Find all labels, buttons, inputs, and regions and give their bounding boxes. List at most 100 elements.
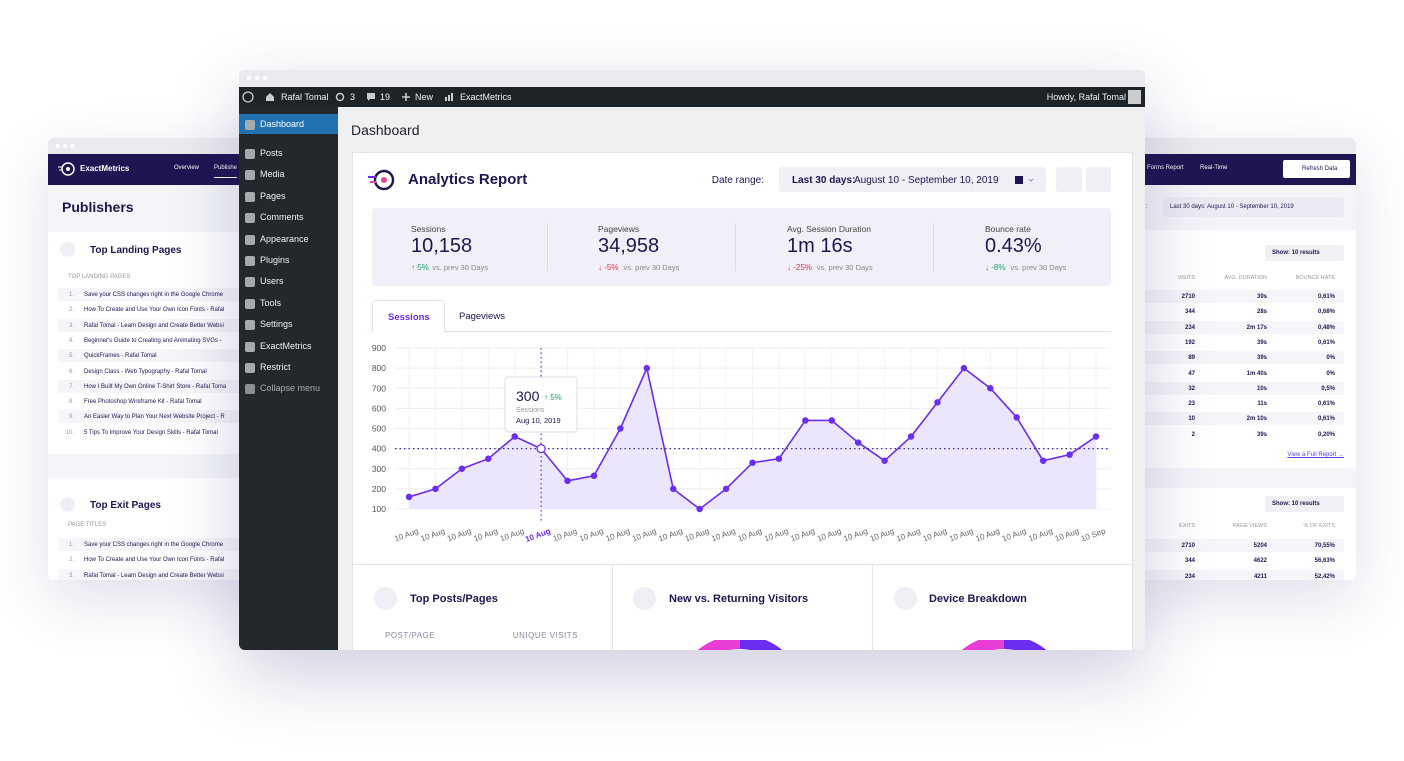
y-tick-label: 200: [372, 484, 386, 494]
point: [432, 485, 439, 493]
table-cell: 47: [1188, 370, 1195, 377]
wp-logo: [242, 91, 254, 103]
row-title[interactable]: How To Create and Use Your Own Icon Font…: [84, 557, 225, 564]
row-number: 6.: [68, 368, 74, 375]
row-title[interactable]: Rafal Tomal - Learn Design and Create Be…: [84, 322, 224, 329]
site-name[interactable]: Rafal Tomal: [281, 92, 329, 102]
point: [696, 505, 703, 513]
stats-icon: [445, 93, 453, 101]
x-tick-label: 10 Aug: [420, 526, 446, 543]
show-label: Show: 10 results: [1272, 501, 1320, 507]
row-number: 9.: [68, 414, 74, 421]
nav-link[interactable]: Real-Time: [1200, 165, 1228, 171]
table-row: 89 39s 0%: [1130, 351, 1344, 365]
show-select[interactable]: Show: 10 results: [1265, 496, 1344, 512]
x-tick-label: 10 Aug: [446, 526, 472, 543]
tab-label: Sessions: [388, 312, 430, 323]
menu-item[interactable]: Tools: [260, 298, 282, 308]
table-cell: 0,48%: [1317, 324, 1335, 331]
menu-icon: [245, 192, 255, 202]
stat-value: 1m 16s: [787, 235, 853, 257]
stat-compare: vs. prev 30 Days: [432, 263, 489, 272]
menu-item[interactable]: Media: [260, 169, 285, 179]
nav-link[interactable]: Publishe: [214, 165, 238, 178]
row-number: 2.: [68, 557, 74, 564]
row-title[interactable]: An Easier Way to Plan Your Next Website …: [84, 414, 225, 421]
table-cell: 1m 40s: [1246, 370, 1267, 377]
menu-item[interactable]: Collapse menu: [260, 383, 321, 393]
point: [722, 485, 730, 493]
menu-item[interactable]: Appearance: [260, 234, 309, 244]
row-title[interactable]: Save your CSS changes right in the Googl…: [84, 542, 224, 548]
nav-link[interactable]: Forms Report: [1147, 165, 1184, 171]
x-tick-label: 10 Aug: [631, 526, 657, 543]
row-title[interactable]: 5 Tips To Improve Your Design Skills - R…: [84, 429, 218, 436]
row-title[interactable]: How To Create and Use Your Own Icon Font…: [84, 307, 225, 314]
comments-count[interactable]: 19: [380, 92, 391, 102]
menu-item[interactable]: Plugins: [260, 255, 290, 265]
row-title[interactable]: Free Photoshop Wireframe Kit - Rafal Tom…: [84, 399, 202, 406]
menu-item[interactable]: Restrict: [260, 362, 291, 372]
menu-icon: [245, 277, 255, 287]
area: [409, 368, 1096, 509]
row-number: 1.: [68, 292, 74, 298]
point: [617, 425, 624, 432]
table-cell: 0,61%: [1317, 401, 1335, 408]
row-title[interactable]: Save your CSS changes right in the Googl…: [84, 292, 224, 298]
show-select[interactable]: Show: 10 results: [1265, 245, 1344, 261]
row-title[interactable]: QuickFrames - Rafal Tomal: [84, 353, 157, 360]
menu-item[interactable]: ExactMetrics: [260, 341, 312, 351]
menu-item[interactable]: Comments: [260, 212, 304, 222]
calendar-icon: [1015, 176, 1034, 184]
greeting[interactable]: Howdy, Rafal Tomal: [1046, 92, 1126, 102]
table-cell: 2710: [1181, 543, 1195, 549]
row-title[interactable]: Beginner's Guide to Creating and Animati…: [84, 337, 222, 344]
point: [643, 364, 651, 372]
date-range: August 10 - September 10, 2019: [854, 175, 999, 186]
table-row: 10 2m 10s 0,61%: [1130, 412, 1344, 426]
plugin-link[interactable]: ExactMetrics: [460, 92, 512, 102]
table-cell: 39s: [1256, 355, 1267, 362]
column-header: VISITS: [1177, 275, 1195, 281]
stat-value: 0.43%: [985, 235, 1042, 257]
pin-button[interactable]: [1056, 167, 1082, 192]
point: [1013, 414, 1020, 421]
date-select[interactable]: Last 30 days: August 10 - September 10, …: [1163, 197, 1344, 217]
column-header: POST/PAGE: [385, 631, 436, 640]
x-tick-label: 10 Aug: [499, 526, 525, 543]
settings-button[interactable]: [1086, 167, 1111, 192]
table-row: 344 28s 0,68%: [1130, 305, 1344, 319]
table-cell: 5204: [1253, 543, 1267, 549]
menu-item[interactable]: Settings: [260, 319, 293, 329]
column-header: % OF EXITS: [1303, 523, 1335, 529]
tab[interactable]: Sessions: [372, 300, 445, 332]
point: [749, 459, 756, 466]
list-row: 1. Save your CSS changes right in the Goo…: [58, 538, 278, 551]
table-cell: 192: [1184, 339, 1195, 346]
menu-item[interactable]: Users: [260, 276, 284, 286]
stat-label: Pageviews: [598, 224, 640, 234]
row-title[interactable]: How I Built My Own Online T-Shirt Store …: [84, 383, 227, 390]
full-report-link[interactable]: View a Full Report →: [1287, 452, 1344, 458]
panel-title: Top Posts/Pages: [410, 593, 498, 605]
stat-value: 34,958: [598, 235, 660, 257]
tab[interactable]: Pageviews: [459, 311, 505, 322]
updates-count[interactable]: 3: [350, 92, 356, 102]
menu-item[interactable]: Dashboard: [260, 119, 305, 129]
tooltip: 300 ↑ 5% Sessions Aug 10, 2019: [504, 376, 578, 433]
date-select[interactable]: Last 30 days: August 10 - September 10, …: [779, 167, 1046, 192]
nav-link[interactable]: Overview: [174, 165, 200, 171]
section-title: Top Exit Pages: [90, 500, 161, 511]
stats-panel: Sessions 10,158 ↑ 5% vs. prev 30 Days Pagevi…: [372, 208, 1111, 286]
title-bar: [48, 138, 278, 154]
row-title[interactable]: Rafal Tomal - Learn Design and Create Be…: [84, 572, 224, 579]
menu-item[interactable]: Posts: [260, 148, 283, 158]
table-cell: 4211: [1253, 573, 1267, 580]
row-title[interactable]: Design Class - Web Typography - Rafal To…: [84, 368, 207, 375]
x-tick-label: 10 Aug: [710, 526, 736, 543]
tooltip-box: [504, 376, 578, 433]
refresh-button[interactable]: Refresh Data: [1283, 160, 1350, 178]
menu-item[interactable]: Pages: [260, 191, 286, 201]
new-link[interactable]: New: [415, 92, 434, 102]
table-cell: 10s: [1256, 385, 1267, 392]
